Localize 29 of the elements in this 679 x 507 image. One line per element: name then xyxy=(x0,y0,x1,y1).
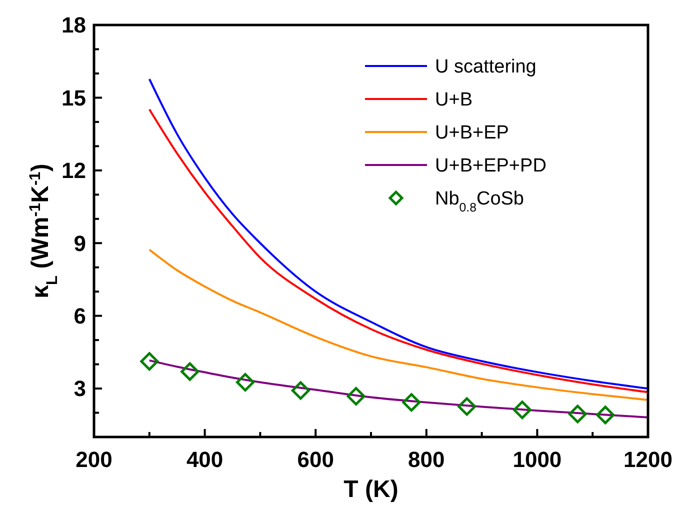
point xyxy=(402,393,421,412)
x-tick-label: 800 xyxy=(408,447,445,472)
point xyxy=(346,387,366,406)
point xyxy=(180,362,200,381)
point xyxy=(512,400,532,420)
y-tick-label: 6 xyxy=(74,304,86,329)
point xyxy=(140,352,159,371)
legend-label: U scattering xyxy=(435,56,536,78)
legend-label: U+B xyxy=(435,90,472,111)
x-tick-label: 600 xyxy=(297,447,334,472)
y-tick-label: 9 xyxy=(74,230,86,256)
x-tick-label: 1000 xyxy=(512,447,562,472)
x-axis-title: T (K) xyxy=(344,476,398,503)
legend-label: U+B+EP+PD xyxy=(435,156,546,177)
point xyxy=(236,372,254,392)
line-series xyxy=(148,248,649,401)
x-tick-label: 200 xyxy=(76,447,112,472)
y-tick-label: 18 xyxy=(62,12,86,38)
point xyxy=(596,406,615,424)
point xyxy=(458,397,476,416)
point xyxy=(568,404,587,424)
legend-label: U+B+EP xyxy=(435,122,509,144)
x-tick-label: 1200 xyxy=(624,447,672,472)
y-tick-label: 12 xyxy=(62,158,86,184)
point xyxy=(291,381,310,400)
legend-label: Nb$_{0.8}$CoSb xyxy=(435,188,524,215)
y-tick-label: 15 xyxy=(62,85,86,110)
x-tick-label: 400 xyxy=(186,447,224,472)
y-tick-label: 3 xyxy=(74,376,86,402)
